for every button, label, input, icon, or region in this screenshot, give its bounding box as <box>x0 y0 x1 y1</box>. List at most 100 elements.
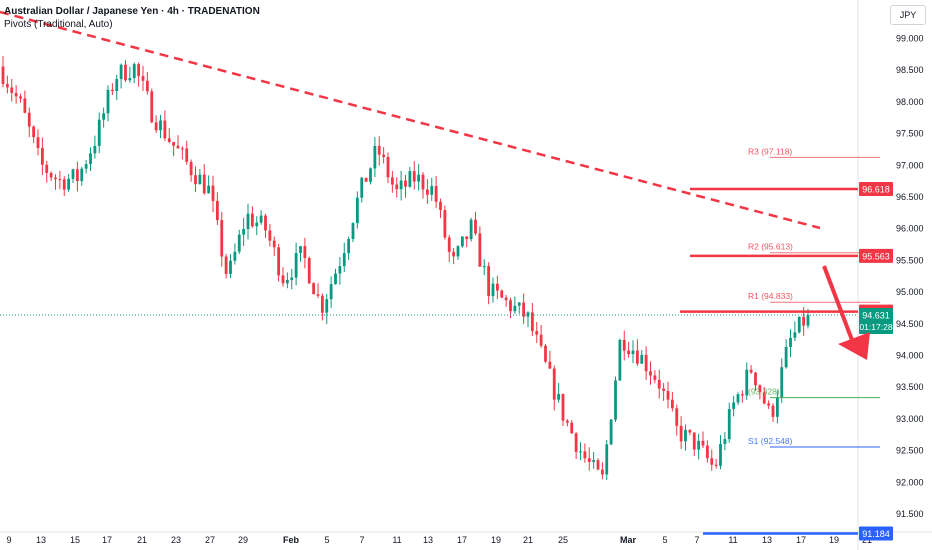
candle-body <box>434 185 438 202</box>
x-tick-label: Feb <box>283 535 300 545</box>
y-tick-label: 97.500 <box>896 129 924 139</box>
candle-body <box>224 256 228 274</box>
candle-body <box>154 122 158 131</box>
x-tick-label: 13 <box>423 535 433 545</box>
candle-body <box>250 213 254 227</box>
candle-body <box>141 76 145 81</box>
candle-body <box>618 340 622 381</box>
x-tick-label: 5 <box>662 535 667 545</box>
candle-body <box>727 409 731 440</box>
candle-body <box>447 237 451 252</box>
candle-body <box>145 80 149 92</box>
candle-body <box>32 126 36 138</box>
candle-body <box>390 177 394 185</box>
candle-body <box>513 305 517 312</box>
candle-body <box>697 440 701 450</box>
candle-body <box>54 177 57 180</box>
candle-body <box>364 177 368 182</box>
candle-body <box>495 283 499 291</box>
candle-body <box>465 236 469 240</box>
indicator-label[interactable]: Pivots (Traditional, Auto) <box>4 19 113 30</box>
candle-body <box>172 141 176 146</box>
pivot-label: (93.328) <box>748 387 780 397</box>
candle-body <box>474 219 477 234</box>
candle-body <box>544 345 547 362</box>
candle-body <box>443 209 447 238</box>
y-tick-label: 97.000 <box>896 160 924 170</box>
candle-body <box>557 393 561 400</box>
candle-body <box>640 354 644 364</box>
candle-body <box>395 184 399 190</box>
candle-body <box>294 253 298 278</box>
candle-body <box>167 138 171 142</box>
candle-body <box>163 120 167 139</box>
candle-body <box>688 429 692 433</box>
candle-body <box>102 113 106 120</box>
candle-body <box>246 213 250 230</box>
candle-body <box>198 174 202 185</box>
candle-body <box>587 458 591 462</box>
candle-body <box>517 302 521 306</box>
candle-body <box>67 178 71 190</box>
chart-title: Australian Dollar / Japanese Yen · 4h · … <box>4 6 260 17</box>
y-tick-label: 98.500 <box>896 65 924 75</box>
price-label-box <box>859 526 893 541</box>
candle-body <box>180 148 184 150</box>
candle-body <box>220 220 224 257</box>
candle-body <box>719 443 722 466</box>
candle-body <box>242 229 246 235</box>
currency-button[interactable]: JPY <box>890 5 926 25</box>
candle-body <box>106 89 110 114</box>
candle-body <box>207 185 211 194</box>
y-tick-label: 96.500 <box>896 192 924 202</box>
candle-body <box>675 408 679 426</box>
candle-body <box>574 433 578 452</box>
candle-body <box>754 372 757 386</box>
candle-body <box>93 145 97 154</box>
candle-body <box>40 147 44 165</box>
y-tick-label: 95.000 <box>896 287 924 297</box>
candle-body <box>399 180 403 190</box>
pivot-label: R1 (94.833) <box>748 291 793 301</box>
candle-body <box>264 215 267 231</box>
candle-body <box>316 294 320 296</box>
candle-body <box>657 379 661 389</box>
candle-body <box>679 425 683 442</box>
candle-body <box>487 266 491 297</box>
candle-body <box>789 337 792 347</box>
candle-body <box>530 312 534 331</box>
candle-body <box>351 223 355 239</box>
candle-body <box>5 83 9 88</box>
candle-body <box>312 283 316 295</box>
candle-body <box>347 238 351 254</box>
candle-body <box>806 314 810 326</box>
candle-body <box>211 185 215 201</box>
candle-body <box>36 137 40 148</box>
candle-body <box>150 91 154 123</box>
candle-body <box>23 98 27 113</box>
candle-body <box>185 148 189 162</box>
candle-body <box>119 64 123 80</box>
candle-body <box>233 251 237 261</box>
x-tick-label: Mar <box>620 535 637 545</box>
candle-body <box>670 399 674 409</box>
candle-body <box>386 156 390 178</box>
candle-body <box>320 295 324 313</box>
candle-body <box>325 299 329 313</box>
x-tick-label: 7 <box>359 535 364 545</box>
candle-body <box>1 66 5 84</box>
candle-body <box>27 112 31 127</box>
candle-body <box>89 153 92 165</box>
candle-body <box>281 275 285 284</box>
candle-body <box>723 439 727 444</box>
candle-body <box>277 247 281 276</box>
candle-body <box>552 368 556 400</box>
candle-body <box>802 316 806 326</box>
candle-body <box>491 283 495 297</box>
projection-arrow-shaft <box>822 265 854 341</box>
candle-body <box>404 180 407 187</box>
candle-body <box>132 64 136 79</box>
candle-body <box>115 79 119 92</box>
